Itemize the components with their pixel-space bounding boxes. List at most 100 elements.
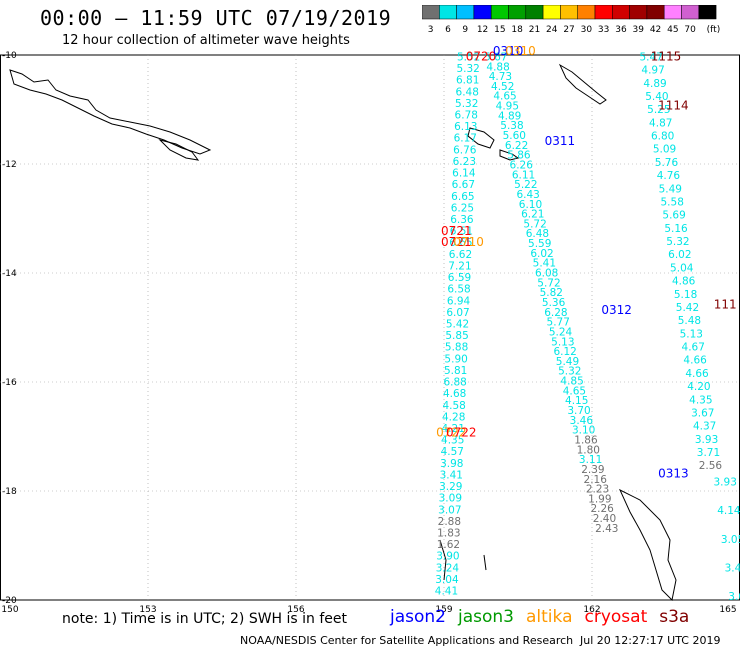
wave-height-value: 3.90 <box>436 551 459 563</box>
wave-height-value: 4.66 <box>685 368 709 380</box>
colorbar-label: 42 <box>650 25 661 35</box>
colorbar-label: 30 <box>581 25 593 35</box>
wave-height-value: 6.88 <box>443 377 466 389</box>
pass-label: 0710 <box>453 235 484 249</box>
wave-height-value: 4.52 <box>491 81 514 93</box>
lat-tick-label: -16 <box>2 378 17 388</box>
lat-tick-label: -20 <box>2 596 17 606</box>
wave-height-value: 5.69 <box>662 210 685 222</box>
wave-height-value: 2.88 <box>438 516 461 528</box>
wave-height-value: 3.06 <box>728 591 740 603</box>
wave-height-value: 4.21 <box>442 423 465 435</box>
colorbar-label: 6 <box>445 25 451 35</box>
colorbar-label: 70 <box>684 25 696 35</box>
wave-height-value: 6.67 <box>452 179 475 191</box>
wave-height-value: 3.41 <box>440 469 463 481</box>
wave-height-value: 6.76 <box>453 144 477 156</box>
wave-height-value: 4.86 <box>672 276 696 288</box>
wave-height-value: 3.11 <box>579 454 602 466</box>
wave-height-value: 3.07 <box>438 504 461 516</box>
lon-tick-label: 153 <box>139 605 156 615</box>
colorbar-label: 12 <box>477 25 488 35</box>
wave-height-value: 6.58 <box>447 284 470 296</box>
wave-height-value: 4.88 <box>486 61 509 73</box>
wave-height-value: 4.73 <box>489 71 512 83</box>
wave-height-value: 5.04 <box>670 262 694 274</box>
wave-height-value: 6.80 <box>651 131 674 143</box>
wave-height-value: 6.51 <box>450 226 473 238</box>
pass-label: 0722 <box>446 426 477 440</box>
wave-height-value: 6.43 <box>516 189 539 201</box>
wave-height-value: 5.09 <box>653 144 676 156</box>
wave-height-value: 6.48 <box>526 228 549 240</box>
wave-height-value: 3.04 <box>435 574 459 586</box>
wave-height-value: 4.35 <box>689 394 712 406</box>
lon-tick-label: 162 <box>583 605 600 615</box>
colorbar-swatch <box>698 5 717 20</box>
lon-tick-label: 150 <box>1 605 18 615</box>
wave-height-value: 5.81 <box>444 365 467 377</box>
wave-height-value: 4.97 <box>641 65 664 77</box>
coastline <box>467 127 495 149</box>
wave-height-value: 4.89 <box>498 110 521 122</box>
wave-height-value: 5.42 <box>446 319 469 331</box>
wave-height-value: 5.22 <box>514 179 537 191</box>
wave-height-value: 4.28 <box>442 411 465 423</box>
wave-height-value: 2.39 <box>581 464 604 476</box>
wave-height-value: 4.68 <box>443 388 466 400</box>
map-title: 00:00 – 11:59 UTC 07/19/2019 <box>40 6 392 30</box>
wave-height-value: 2.23 <box>586 484 609 496</box>
wave-height-value: 6.11 <box>512 169 535 181</box>
wave-height-value: 6.12 <box>553 346 576 358</box>
wave-height-value: 5.41 <box>533 258 556 270</box>
pass-label: 0721 <box>441 235 472 249</box>
wave-height-value: 5.48 <box>678 315 701 327</box>
wave-height-value: 5.18 <box>674 289 697 301</box>
wave-height-value: 5.88 <box>445 342 468 354</box>
wave-height-value: 5.16 <box>664 223 688 235</box>
colorbar-label: 27 <box>563 25 574 35</box>
legend-item-cryosat: cryosat <box>584 607 648 627</box>
wave-height-value: 5.42 <box>676 302 699 314</box>
wave-height-value: 5.47 <box>640 51 663 63</box>
wave-height-value: 2.56 <box>699 460 723 472</box>
lat-tick-label: -14 <box>2 269 17 279</box>
wave-height-value: 1.86 <box>574 434 598 446</box>
colorbar-label: 39 <box>633 25 645 35</box>
coastline <box>158 139 200 161</box>
wave-height-value: 2.40 <box>593 513 616 525</box>
legend-item-altika: altika <box>526 607 573 627</box>
pass-label: 0310 <box>505 44 536 58</box>
wave-height-value: 5.13 <box>680 328 703 340</box>
pass-label: 0722 <box>436 426 467 440</box>
wave-height-value: 4.35 <box>441 435 464 447</box>
wave-height-value: 6.36 <box>450 214 474 226</box>
wave-height-value: 3.93 <box>714 477 737 489</box>
wave-height-value: 5.77 <box>547 317 570 329</box>
wave-height-value: 6.81 <box>456 75 479 87</box>
wave-height-value: 5.60 <box>503 130 526 142</box>
legend-item-jason2: jason2 <box>390 607 446 627</box>
wave-height-value: 4.15 <box>565 395 588 407</box>
lat-tick-label: -10 <box>2 51 17 61</box>
wave-height-value: 5.24 <box>549 326 573 338</box>
coastline <box>9 69 212 155</box>
coastline <box>483 554 487 571</box>
colorbar-label: 18 <box>511 25 523 35</box>
wave-height-value: 6.17 <box>454 133 477 145</box>
wave-height-value: 5.49 <box>659 183 682 195</box>
wave-height-value: 5.72 <box>537 277 560 289</box>
map-frame <box>0 54 740 601</box>
wave-height-value: 4.95 <box>496 101 519 113</box>
wave-height-value: 5.36 <box>542 297 566 309</box>
wave-height-value: 3.93 <box>695 434 718 446</box>
wave-height-value: 4.65 <box>563 385 586 397</box>
wave-height-value: 3.46 <box>570 415 594 427</box>
wave-height-value: 4.66 <box>683 355 707 367</box>
wave-height-value: 1.83 <box>437 527 460 539</box>
colorbar-label: 33 <box>598 25 609 35</box>
lon-tick-label: 159 <box>435 605 452 615</box>
wave-height-value: 6.28 <box>544 307 567 319</box>
wave-height-value: 5.86 <box>507 150 531 162</box>
wave-height-value: 6.02 <box>668 249 691 261</box>
